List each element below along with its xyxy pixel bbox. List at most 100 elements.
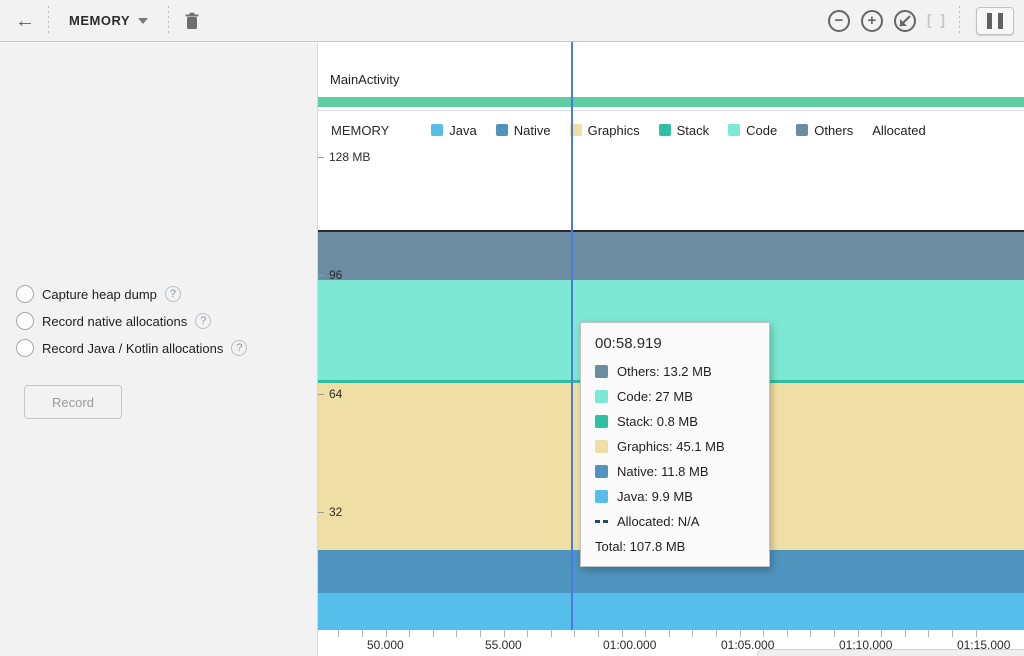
time-axis-tick: [857, 630, 859, 637]
help-icon[interactable]: ?: [195, 313, 212, 329]
tooltip-row-text: Native: 11.8 MB: [617, 464, 709, 479]
y-axis-label: 32: [329, 504, 343, 519]
plus-icon: +: [867, 12, 877, 29]
legend-items: Java Native Graphics Stack Code Others Allocat…: [431, 123, 944, 138]
time-axis-tick: [598, 630, 599, 637]
time-axis-label: 01:15.000: [957, 638, 1011, 652]
y-axis-tick: [318, 275, 324, 277]
y-axis-tick: [318, 157, 324, 158]
legend-item-java: Java: [431, 122, 477, 138]
tooltip-swatch: [595, 415, 608, 428]
back-arrow-icon[interactable]: ←: [15, 9, 35, 32]
tooltip-row-stack: Stack: 0.8 MB: [595, 414, 755, 429]
option-record-java-kotlin-allocations[interactable]: Record Java / Kotlin allocations ?: [16, 339, 248, 357]
tooltip-row-text: Java: 9.9 MB: [617, 489, 693, 504]
zoom-in-button[interactable]: +: [860, 9, 883, 32]
delete-session-button[interactable]: [177, 6, 207, 36]
time-axis-tick: [810, 630, 812, 637]
zoom-to-selection-button[interactable]: [ ]: [927, 12, 947, 29]
option-record-native-allocations[interactable]: Record native allocations ?: [16, 312, 247, 330]
memory-tooltip: 00:58.919 Others: 13.2 MB Code: 27 MB Stac…: [580, 322, 770, 567]
trash-icon: [185, 12, 199, 29]
help-icon[interactable]: ?: [164, 286, 181, 302]
legend-item-native: Native: [495, 123, 551, 138]
tooltip-row-graphics: Graphics: 45.1 MB: [595, 439, 755, 454]
minus-icon: −: [834, 12, 844, 29]
time-axis-tick: [952, 630, 953, 637]
time-axis-tick: [480, 630, 481, 637]
record-button[interactable]: Record: [24, 385, 122, 419]
tooltip-row-java: Java: 9.9 MB: [595, 489, 755, 504]
legend-item-others: Others: [796, 123, 853, 138]
profiler-type-dropdown[interactable]: MEMORY: [57, 13, 160, 28]
tooltip-timestamp: 00:58.919: [595, 335, 662, 352]
memory-legend-row: MEMORY Java Native Graphics Stack Code Others…: [318, 112, 1024, 148]
tooltip-rows: Others: 13.2 MB Code: 27 MB Stack: 0.8 MB G…: [595, 364, 755, 529]
time-axis-label: 01:05.000: [721, 638, 775, 652]
time-axis-tick: [385, 630, 387, 637]
band-java: [318, 593, 1024, 630]
tooltip-total-text: Total: 107.8 MB: [595, 539, 686, 554]
option-label: Record native allocations: [42, 313, 188, 329]
activity-lifecycle-bar: [318, 97, 1024, 107]
memory-timeline-panel: MainActivity MEMORY Java Native Graphics St…: [318, 42, 1024, 656]
legend-swatch: [796, 124, 809, 136]
tooltip-swatch: [595, 365, 608, 378]
tooltip-swatch: [595, 390, 608, 403]
help-icon[interactable]: ?: [231, 340, 248, 356]
chevron-down-icon: [138, 17, 149, 24]
toolbar-separator: [48, 5, 49, 36]
pause-icon: [998, 12, 1003, 29]
time-axis-tick: [786, 630, 788, 637]
pause-icon: [987, 12, 992, 29]
time-axis-tick: [362, 630, 363, 637]
radio-button[interactable]: [16, 285, 34, 303]
legend-label: Java: [449, 122, 477, 138]
time-axis-label: 50.000: [367, 638, 404, 652]
tooltip-swatch: [595, 440, 608, 453]
tooltip-swatch: [595, 490, 608, 503]
tooltip-row-text: Others: 13.2 MB: [617, 364, 712, 379]
time-axis-tick: [645, 630, 647, 637]
legend-title: MEMORY: [331, 122, 390, 138]
time-axis-tick: [338, 630, 340, 637]
time-axis-tick: [621, 630, 623, 637]
radio-button[interactable]: [16, 339, 34, 357]
activity-track-label: MainActivity: [330, 72, 400, 87]
brackets-icon: [ ]: [926, 12, 947, 29]
time-axis-tick: [432, 630, 434, 637]
time-axis-tick: [574, 630, 576, 637]
legend-label: Graphics: [587, 122, 640, 138]
y-axis-label: 64: [329, 386, 343, 401]
tooltip-swatch: [595, 465, 608, 478]
legend-item-allocated: Allocated: [872, 123, 925, 138]
time-axis-tick: [692, 630, 694, 637]
dashed-line-icon: [595, 520, 608, 523]
y-axis-tick: [318, 511, 324, 513]
tooltip-row-text: Graphics: 45.1 MB: [617, 439, 725, 454]
legend-item-code: Code: [728, 123, 777, 138]
legend-item-stack: Stack: [658, 122, 710, 138]
reset-zoom-button[interactable]: [893, 9, 916, 32]
legend-label: Code: [746, 122, 778, 138]
time-axis-tick: [527, 630, 529, 637]
time-axis-tick: [975, 630, 977, 637]
option-capture-heap-dump[interactable]: Capture heap dump ?: [16, 285, 247, 303]
tooltip-row-text: Code: 27 MB: [617, 389, 693, 404]
zoom-out-button[interactable]: −: [827, 9, 850, 32]
pause-live-button[interactable]: [976, 6, 1014, 35]
tooltip-row-text: Allocated: N/A: [617, 514, 700, 529]
timeline-cursor-line: [571, 42, 574, 630]
time-axis-tick: [668, 630, 670, 637]
y-axis-label: 128 MB: [329, 150, 371, 164]
time-axis-label: 01:00.000: [603, 638, 657, 652]
tooltip-row-code: Code: 27 MB: [595, 389, 755, 404]
y-axis-label: 96: [329, 268, 343, 283]
horizontal-scrollbar-thumb[interactable]: [757, 649, 1024, 656]
radio-button[interactable]: [16, 312, 34, 330]
time-axis-tick: [716, 630, 717, 637]
option-label: Capture heap dump: [42, 286, 157, 302]
legend-swatch: [431, 124, 444, 136]
legend-label: Stack: [676, 122, 710, 138]
tooltip-total-row: Total: 107.8 MB: [595, 539, 755, 554]
